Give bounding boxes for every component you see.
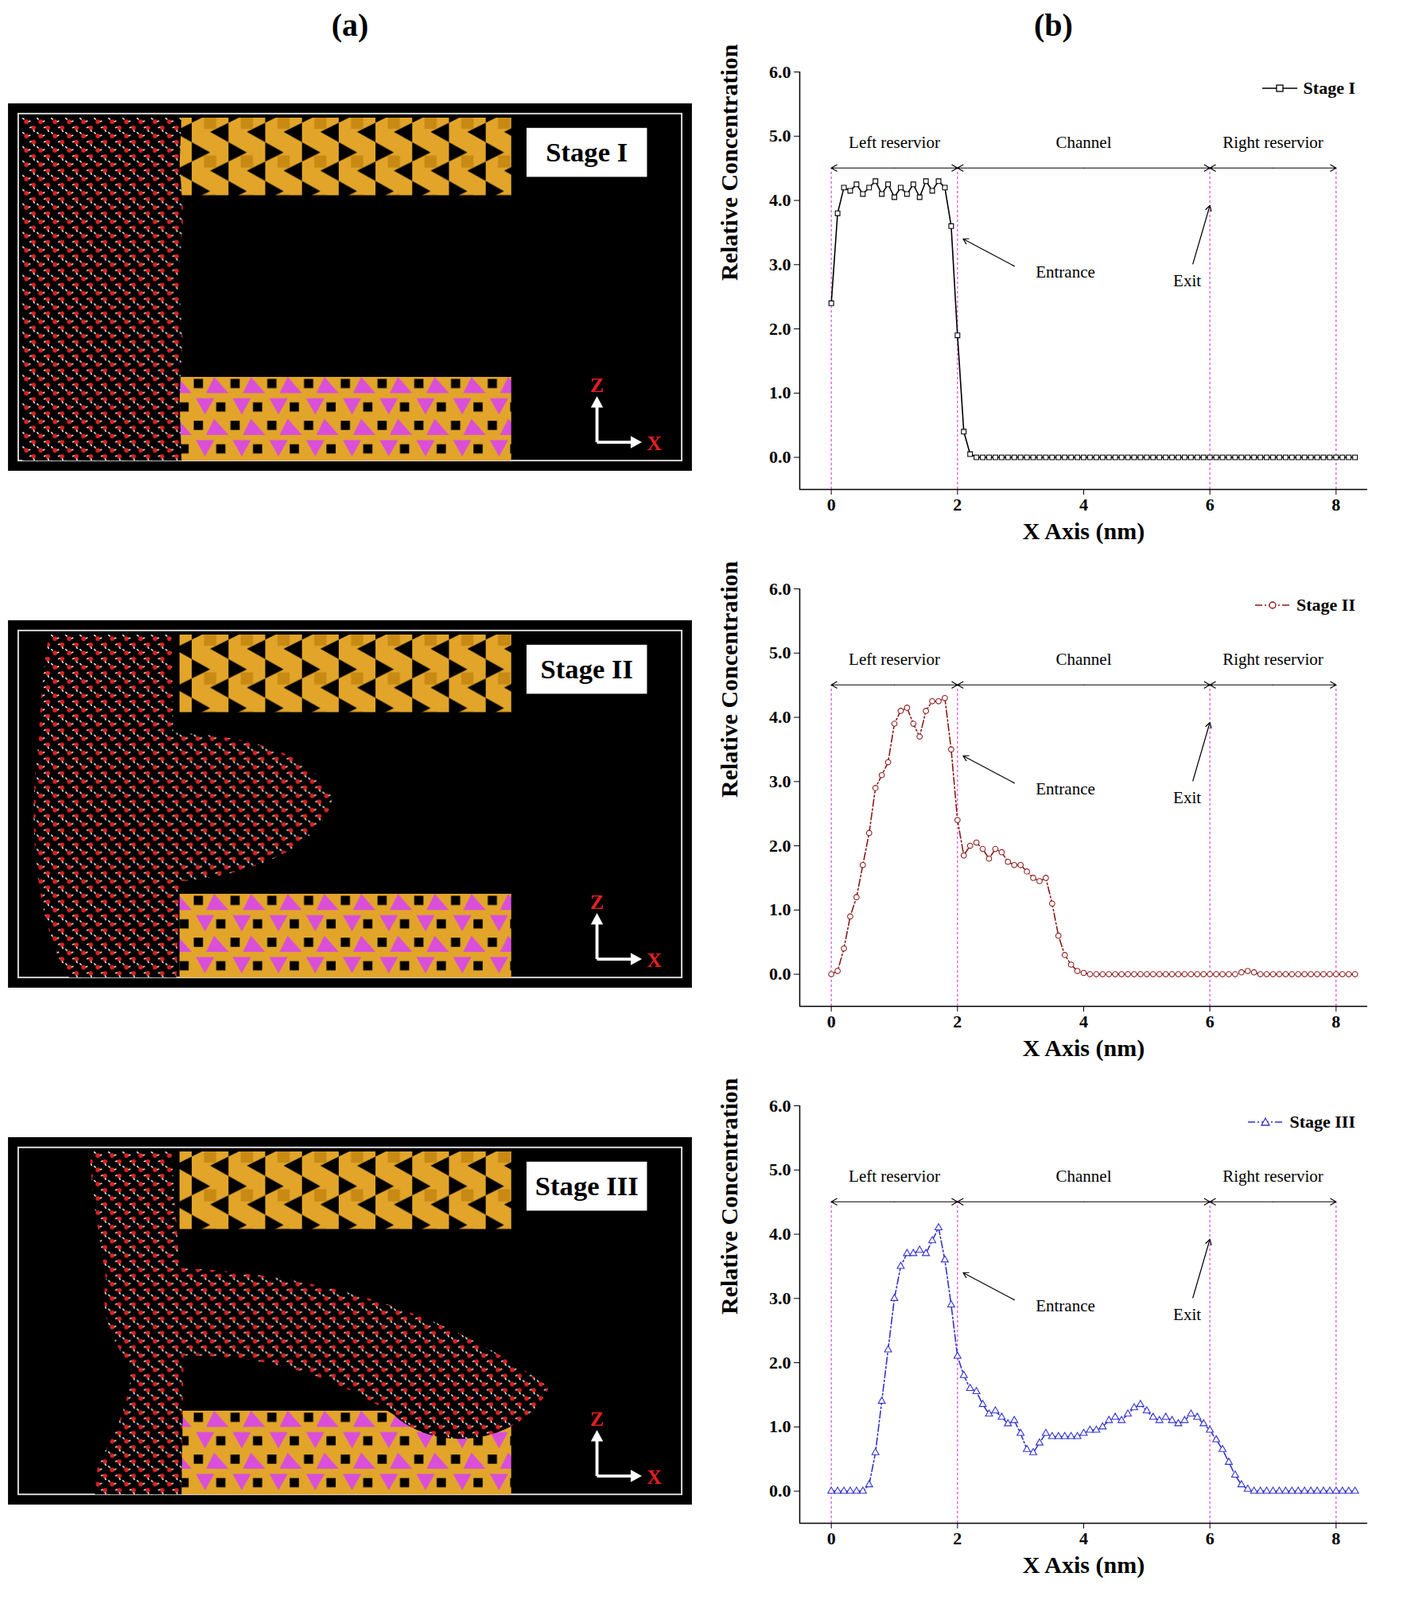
svg-text:2: 2 bbox=[952, 494, 962, 515]
svg-text:3.0: 3.0 bbox=[769, 771, 792, 792]
html-text:Stage I: Stage I bbox=[1303, 77, 1356, 98]
svg-text:4: 4 bbox=[1079, 1528, 1089, 1549]
svg-text:Left reservior: Left reservior bbox=[848, 1166, 941, 1186]
svg-text:Relative Concentration: Relative Concentration bbox=[715, 560, 743, 798]
svg-text:Relative Concentration: Relative Concentration bbox=[715, 1077, 743, 1315]
svg-text:6.0: 6.0 bbox=[769, 579, 792, 599]
html-text:(a): (a) bbox=[331, 7, 369, 43]
svg-text:Exit: Exit bbox=[1173, 271, 1202, 291]
svg-text:6: 6 bbox=[1205, 1011, 1215, 1032]
svg-text:6.0: 6.0 bbox=[769, 62, 792, 82]
svg-text:Channel: Channel bbox=[1056, 1166, 1112, 1186]
svg-text:Entrance: Entrance bbox=[1035, 262, 1096, 282]
svg-text:1.0: 1.0 bbox=[769, 382, 792, 403]
svg-text:X: X bbox=[646, 1465, 662, 1489]
svg-text:Exit: Exit bbox=[1173, 788, 1202, 808]
svg-text:2.0: 2.0 bbox=[769, 1352, 792, 1373]
svg-text:6: 6 bbox=[1205, 494, 1215, 515]
svg-text:3.0: 3.0 bbox=[769, 1288, 792, 1309]
svg-text:2.0: 2.0 bbox=[769, 318, 792, 339]
svg-text:0.0: 0.0 bbox=[769, 446, 792, 467]
svg-text:X Axis (nm): X Axis (nm) bbox=[1022, 1551, 1145, 1579]
svg-text:0.0: 0.0 bbox=[769, 1480, 792, 1501]
svg-text:8: 8 bbox=[1331, 1528, 1341, 1549]
svg-text:0.0: 0.0 bbox=[769, 963, 792, 984]
svg-text:X: X bbox=[646, 948, 662, 972]
svg-text:Z: Z bbox=[590, 890, 604, 914]
svg-text:1.0: 1.0 bbox=[769, 899, 792, 920]
svg-text:3.0: 3.0 bbox=[769, 254, 792, 275]
svg-text:Right reservior: Right reservior bbox=[1222, 1166, 1324, 1186]
html-text:Stage II: Stage II bbox=[1296, 594, 1356, 615]
svg-text:4.0: 4.0 bbox=[769, 1224, 792, 1244]
svg-text:X Axis (nm): X Axis (nm) bbox=[1022, 1034, 1145, 1062]
svg-text:4.0: 4.0 bbox=[769, 190, 792, 210]
svg-text:Stage II: Stage II bbox=[540, 653, 634, 685]
svg-text:Z: Z bbox=[590, 373, 604, 397]
svg-text:5.0: 5.0 bbox=[769, 1159, 792, 1180]
svg-text:Relative Concentration: Relative Concentration bbox=[715, 43, 743, 281]
svg-text:5.0: 5.0 bbox=[769, 125, 792, 146]
svg-text:1.0: 1.0 bbox=[769, 1416, 792, 1437]
svg-text:Exit: Exit bbox=[1173, 1305, 1202, 1325]
svg-text:6.0: 6.0 bbox=[769, 1096, 792, 1116]
svg-text:X Axis (nm): X Axis (nm) bbox=[1022, 517, 1145, 545]
svg-text:Right reservior: Right reservior bbox=[1222, 649, 1324, 669]
svg-text:4.0: 4.0 bbox=[769, 707, 792, 727]
svg-text:4: 4 bbox=[1079, 494, 1089, 515]
svg-text:Channel: Channel bbox=[1056, 649, 1112, 669]
svg-text:6: 6 bbox=[1205, 1528, 1215, 1549]
svg-text:0: 0 bbox=[827, 1011, 836, 1032]
svg-text:Right reservior: Right reservior bbox=[1222, 132, 1324, 152]
svg-text:Stage III: Stage III bbox=[535, 1170, 639, 1202]
svg-text:Channel: Channel bbox=[1056, 132, 1112, 152]
html-text:(b): (b) bbox=[1033, 7, 1073, 43]
svg-text:5.0: 5.0 bbox=[769, 642, 792, 663]
svg-text:4: 4 bbox=[1079, 1011, 1089, 1032]
html-text:Stage III: Stage III bbox=[1289, 1111, 1356, 1132]
svg-text:Entrance: Entrance bbox=[1035, 779, 1096, 799]
svg-text:2: 2 bbox=[952, 1011, 962, 1032]
svg-text:Left reservior: Left reservior bbox=[848, 649, 941, 669]
svg-text:0: 0 bbox=[827, 1528, 836, 1549]
svg-text:Left reservior: Left reservior bbox=[848, 132, 941, 152]
svg-text:2.0: 2.0 bbox=[769, 835, 792, 856]
svg-text:0: 0 bbox=[827, 494, 836, 515]
svg-text:Stage I: Stage I bbox=[545, 136, 628, 168]
svg-text:8: 8 bbox=[1331, 1011, 1341, 1032]
svg-text:2: 2 bbox=[952, 1528, 962, 1549]
svg-text:Z: Z bbox=[590, 1407, 604, 1431]
svg-text:X: X bbox=[646, 431, 662, 455]
svg-text:Entrance: Entrance bbox=[1035, 1296, 1096, 1316]
svg-text:8: 8 bbox=[1331, 494, 1341, 515]
